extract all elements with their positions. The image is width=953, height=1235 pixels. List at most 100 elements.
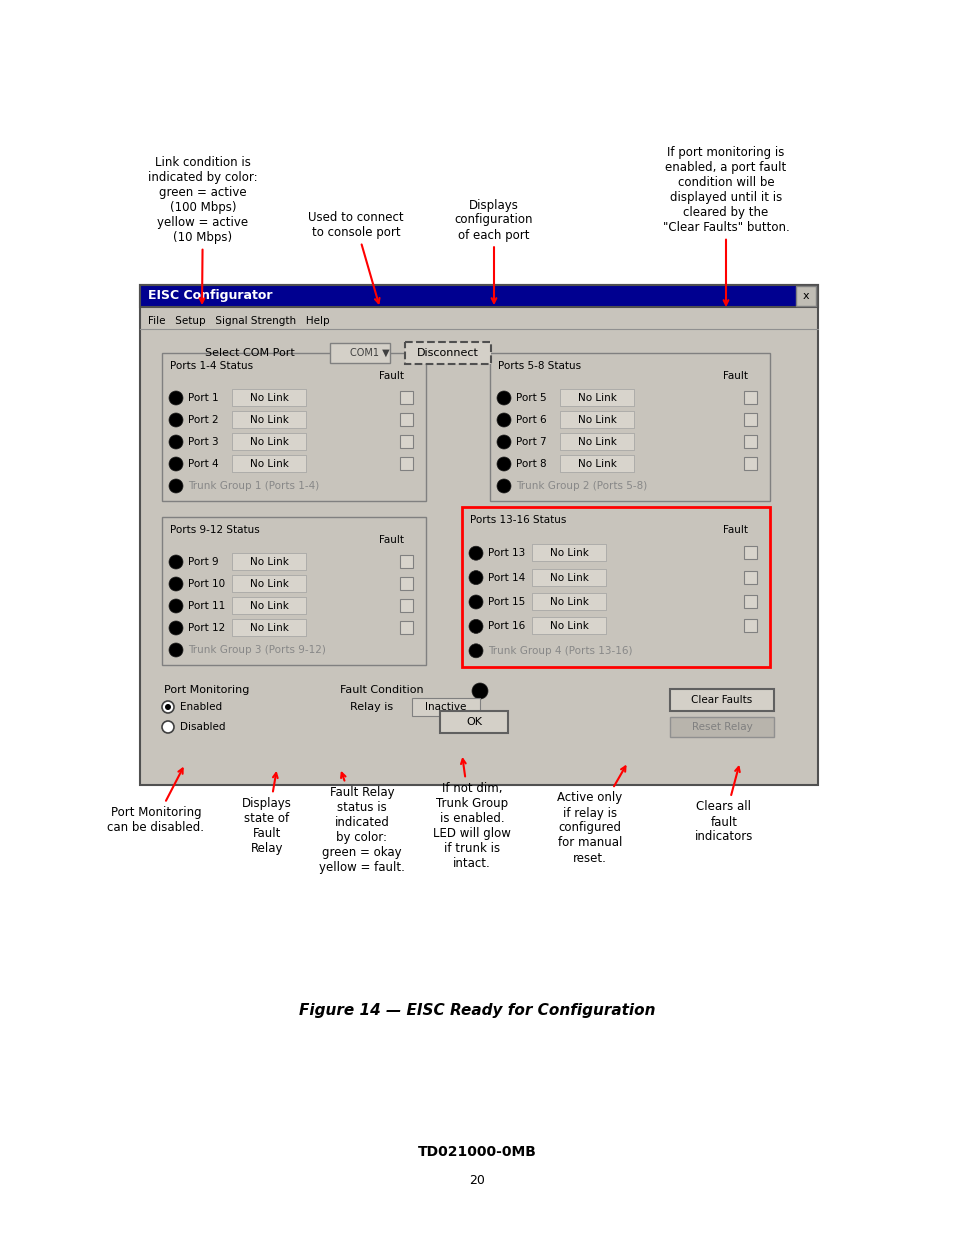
Text: Port 16: Port 16 — [488, 621, 525, 631]
Text: If not dim,
Trunk Group
is enabled.
LED will glow
if trunk is
intact.: If not dim, Trunk Group is enabled. LED … — [433, 760, 511, 869]
Bar — [490, 353, 769, 501]
Bar — [405, 342, 491, 364]
Text: Port 12: Port 12 — [188, 622, 225, 634]
Text: Select COM Port: Select COM Port — [205, 348, 294, 358]
Circle shape — [469, 595, 482, 609]
Text: Fault: Fault — [378, 535, 403, 545]
Circle shape — [497, 435, 511, 450]
Text: Ports 5-8 Status: Ports 5-8 Status — [497, 361, 580, 370]
Circle shape — [169, 599, 183, 613]
Text: Fault: Fault — [722, 525, 747, 535]
Text: Port 6: Port 6 — [516, 415, 546, 425]
Text: Trunk Group 2 (Ports 5-8): Trunk Group 2 (Ports 5-8) — [516, 480, 646, 492]
Text: Port Monitoring: Port Monitoring — [164, 685, 249, 695]
Text: Port 13: Port 13 — [488, 548, 525, 558]
Circle shape — [469, 571, 482, 584]
Circle shape — [469, 546, 482, 561]
Bar — [162, 353, 426, 501]
Circle shape — [162, 721, 173, 734]
Text: Inactive: Inactive — [425, 701, 466, 713]
Circle shape — [169, 577, 183, 592]
Text: Trunk Group 3 (Ports 9-12): Trunk Group 3 (Ports 9-12) — [188, 645, 326, 655]
Bar — [399, 577, 413, 590]
Bar — [559, 433, 634, 450]
Text: Port 8: Port 8 — [516, 459, 546, 469]
Text: No Link: No Link — [577, 437, 616, 447]
Text: EISC Configurator: EISC Configurator — [148, 289, 273, 303]
Bar — [559, 454, 634, 472]
Bar — [232, 619, 306, 636]
Text: No Link: No Link — [549, 548, 588, 558]
Text: 20: 20 — [469, 1173, 484, 1187]
Bar — [532, 618, 605, 635]
Text: No Link: No Link — [250, 557, 288, 567]
Text: Figure 14 — EISC Ready for Configuration: Figure 14 — EISC Ready for Configuration — [298, 1003, 655, 1018]
Text: No Link: No Link — [250, 393, 288, 403]
Bar — [461, 508, 769, 667]
Text: No Link: No Link — [577, 393, 616, 403]
Circle shape — [162, 701, 173, 713]
Bar — [140, 285, 817, 785]
Bar — [399, 457, 413, 471]
Text: Port 2: Port 2 — [188, 415, 218, 425]
Text: Link condition is
indicated by color:
green = active
(100 Mbps)
yellow = active
: Link condition is indicated by color: gr… — [148, 156, 257, 303]
Bar — [559, 389, 634, 406]
Text: Port 4: Port 4 — [188, 459, 218, 469]
Bar — [559, 411, 634, 429]
Circle shape — [169, 391, 183, 405]
Text: OK: OK — [465, 718, 481, 727]
Circle shape — [472, 683, 488, 699]
Text: Enabled: Enabled — [180, 701, 222, 713]
Bar — [532, 545, 605, 561]
Bar — [743, 435, 757, 448]
Text: Clears all
fault
indicators: Clears all fault indicators — [694, 767, 753, 844]
Text: Fault Condition: Fault Condition — [339, 685, 423, 695]
Bar — [140, 285, 817, 308]
Text: Fault Relay
status is
indicated
by color:
green = okay
yellow = fault.: Fault Relay status is indicated by color… — [318, 773, 404, 874]
Text: Disconnect: Disconnect — [416, 348, 478, 358]
Text: No Link: No Link — [549, 621, 588, 631]
Circle shape — [497, 412, 511, 427]
Text: No Link: No Link — [250, 415, 288, 425]
Text: Trunk Group 1 (Ports 1-4): Trunk Group 1 (Ports 1-4) — [188, 480, 319, 492]
Bar — [232, 454, 306, 472]
Text: No Link: No Link — [577, 415, 616, 425]
Bar — [412, 698, 479, 716]
Text: Disabled: Disabled — [180, 722, 225, 732]
Bar — [743, 571, 757, 584]
Text: Displays
state of
Fault
Relay: Displays state of Fault Relay — [242, 773, 292, 855]
Text: COM1 ▼: COM1 ▼ — [350, 348, 389, 358]
Text: No Link: No Link — [250, 579, 288, 589]
Text: Port 10: Port 10 — [188, 579, 225, 589]
Text: Port 5: Port 5 — [516, 393, 546, 403]
Circle shape — [169, 621, 183, 635]
Text: No Link: No Link — [577, 459, 616, 469]
Text: Ports 13-16 Status: Ports 13-16 Status — [470, 515, 566, 525]
Text: No Link: No Link — [549, 573, 588, 583]
Text: Fault: Fault — [722, 370, 747, 382]
Circle shape — [169, 555, 183, 569]
Circle shape — [165, 704, 171, 710]
Text: Port 9: Port 9 — [188, 557, 218, 567]
Bar — [399, 555, 413, 568]
Text: Used to connect
to console port: Used to connect to console port — [308, 211, 403, 303]
Text: Relay is: Relay is — [350, 701, 393, 713]
Text: Port 7: Port 7 — [516, 437, 546, 447]
Bar — [743, 546, 757, 559]
Bar — [743, 412, 757, 426]
Bar — [532, 593, 605, 610]
Bar — [399, 412, 413, 426]
Text: File   Setup   Signal Strength   Help: File Setup Signal Strength Help — [148, 316, 330, 326]
Bar — [669, 689, 773, 711]
Text: No Link: No Link — [250, 622, 288, 634]
Bar — [439, 711, 507, 734]
Bar — [743, 620, 757, 632]
Bar — [399, 621, 413, 634]
Text: Ports 9-12 Status: Ports 9-12 Status — [170, 525, 259, 535]
Bar — [743, 391, 757, 404]
Text: Fault: Fault — [378, 370, 403, 382]
Bar — [795, 287, 815, 306]
Text: TD021000-0MB: TD021000-0MB — [417, 1145, 536, 1158]
Text: Trunk Group 4 (Ports 13-16): Trunk Group 4 (Ports 13-16) — [488, 646, 632, 656]
Text: No Link: No Link — [250, 601, 288, 611]
